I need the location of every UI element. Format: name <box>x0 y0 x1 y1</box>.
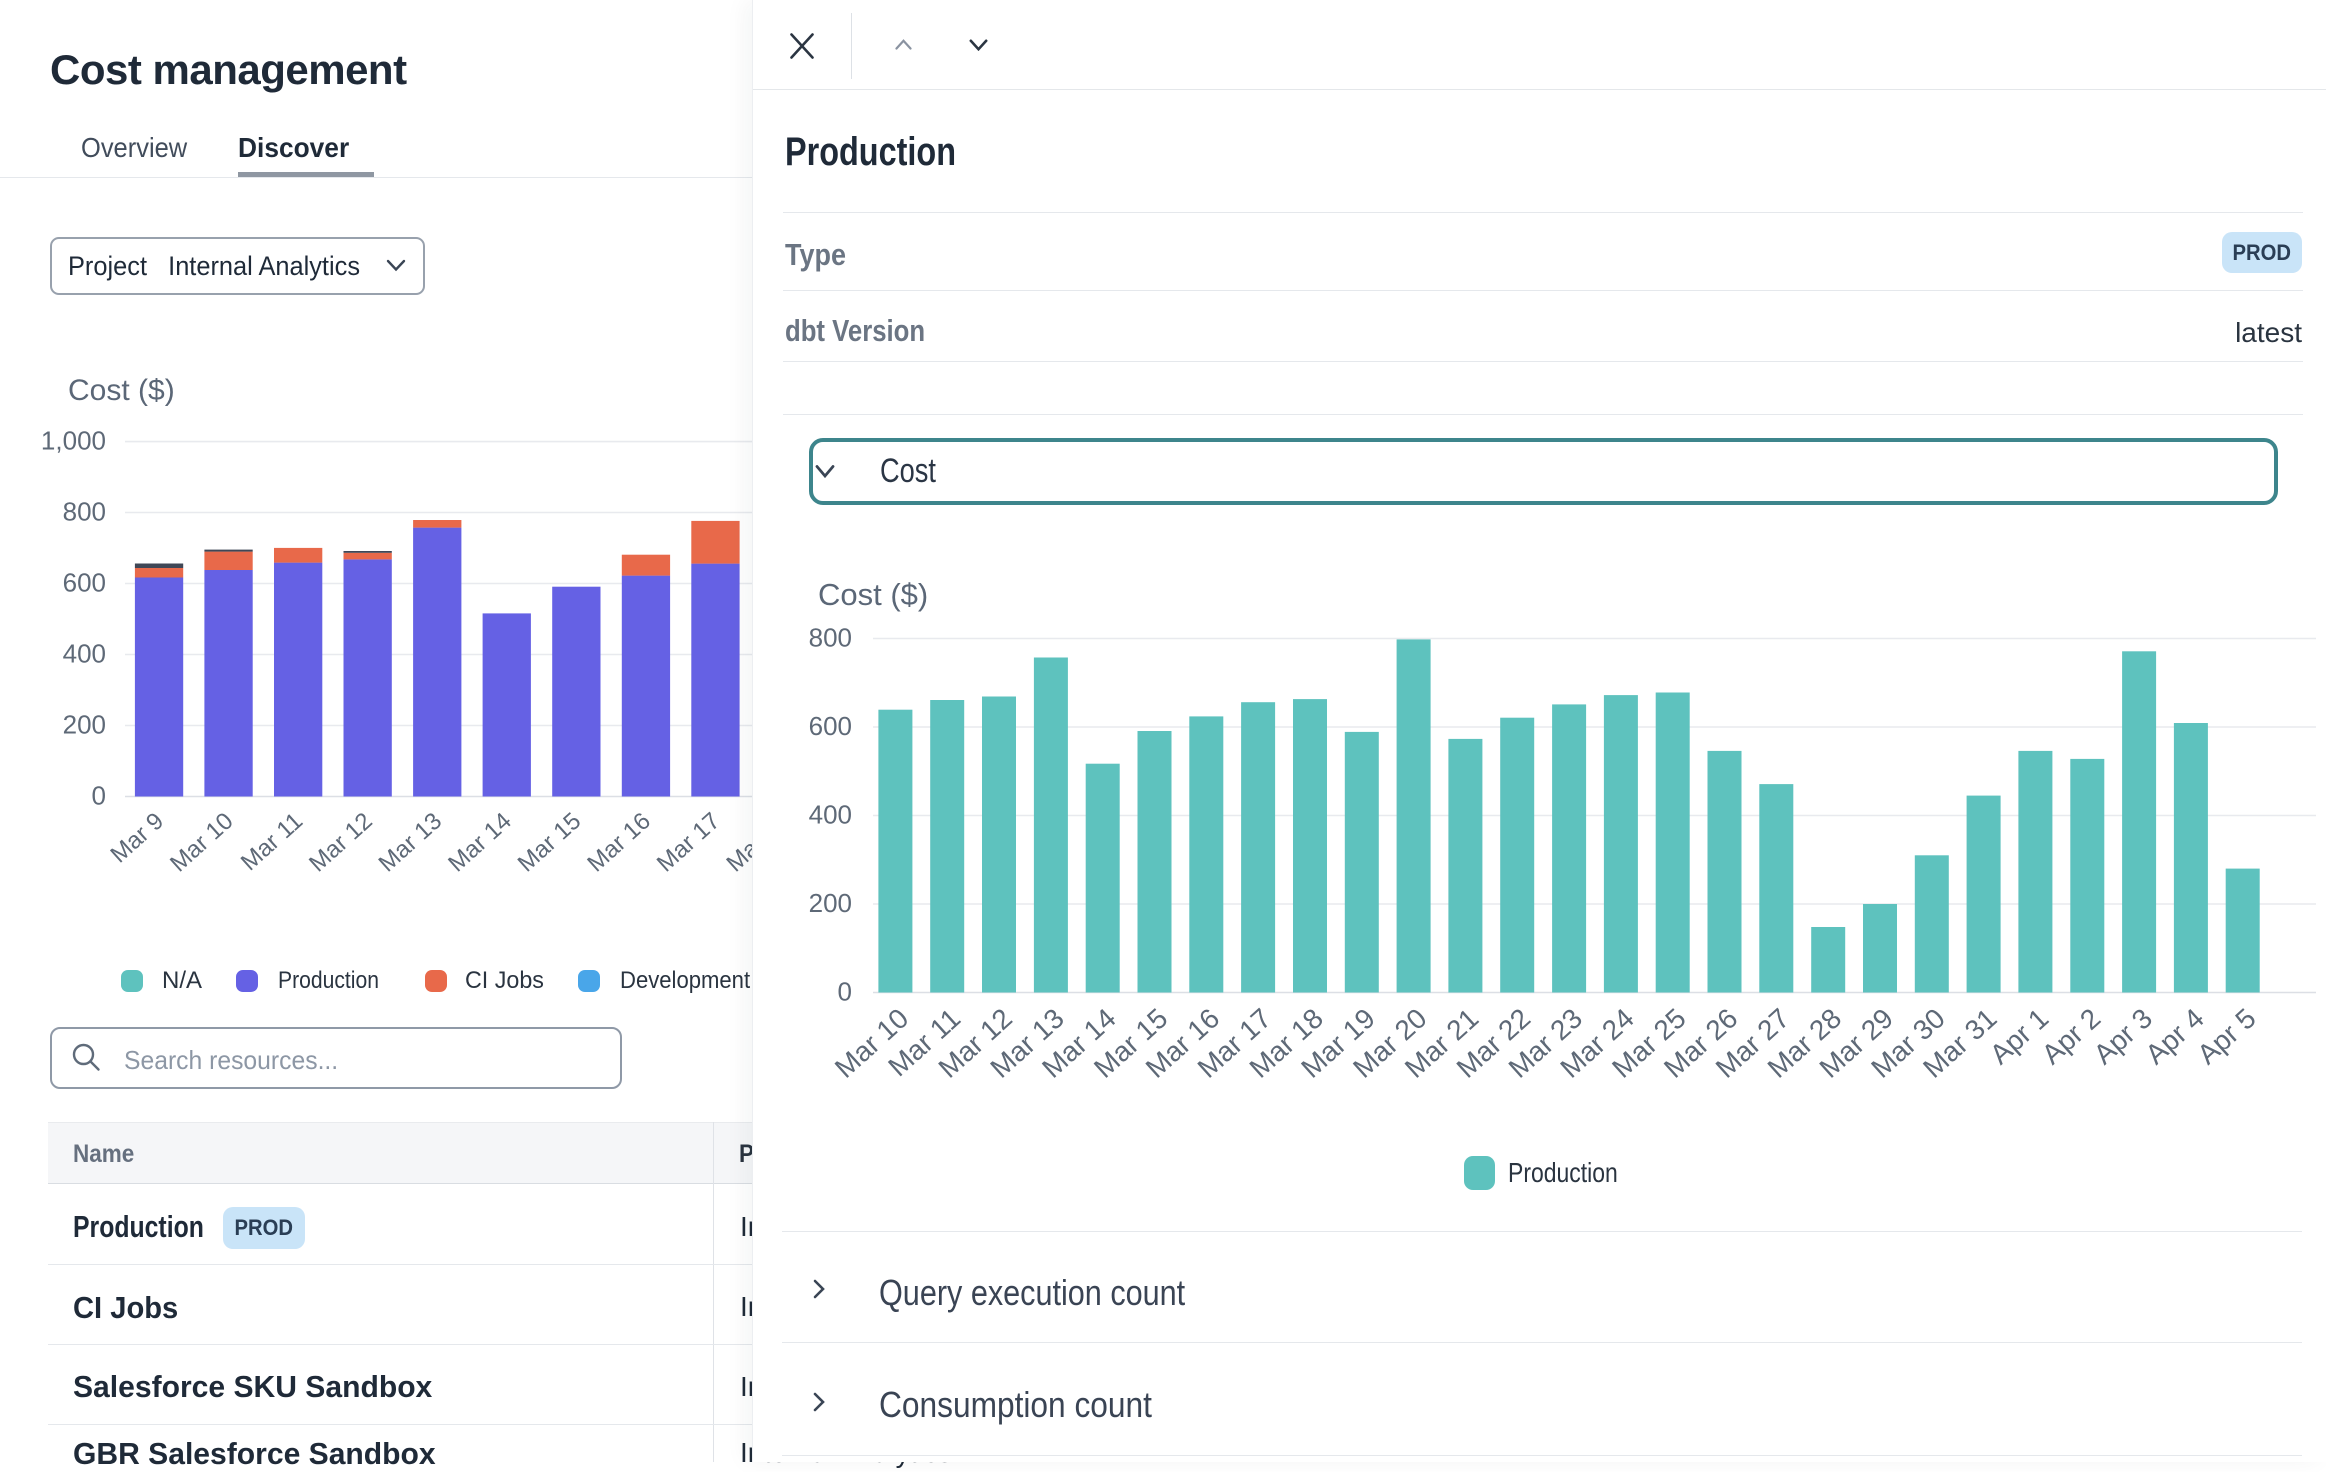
svg-text:Mar 16: Mar 16 <box>582 807 656 877</box>
svg-text:800: 800 <box>809 623 852 653</box>
svg-text:Mar 11: Mar 11 <box>236 807 308 876</box>
svg-text:0: 0 <box>838 977 852 1007</box>
svg-text:600: 600 <box>63 568 106 598</box>
svg-text:Apr 4: Apr 4 <box>2139 1002 2209 1070</box>
svg-text:600: 600 <box>809 711 852 741</box>
svg-text:Mar 10: Mar 10 <box>165 807 239 877</box>
svg-text:800: 800 <box>63 497 106 527</box>
svg-text:200: 200 <box>809 888 852 918</box>
svg-text:Mar 12: Mar 12 <box>304 807 378 877</box>
svg-text:200: 200 <box>63 710 106 740</box>
svg-text:Apr 5: Apr 5 <box>2191 1002 2261 1070</box>
svg-text:Mar 15: Mar 15 <box>513 807 587 877</box>
svg-text:Apr 3: Apr 3 <box>2088 1002 2158 1070</box>
svg-text:Mar 17: Mar 17 <box>652 807 726 877</box>
svg-text:Mar 13: Mar 13 <box>374 807 448 877</box>
svg-text:0: 0 <box>92 781 106 811</box>
svg-text:400: 400 <box>63 639 106 669</box>
svg-text:Apr 2: Apr 2 <box>2036 1002 2106 1070</box>
svg-text:400: 400 <box>809 800 852 830</box>
svg-text:Mar 9: Mar 9 <box>105 807 169 868</box>
svg-text:Mar 14: Mar 14 <box>443 807 517 877</box>
svg-text:1,000: 1,000 <box>41 426 106 456</box>
svg-text:Apr 1: Apr 1 <box>1984 1002 2054 1070</box>
